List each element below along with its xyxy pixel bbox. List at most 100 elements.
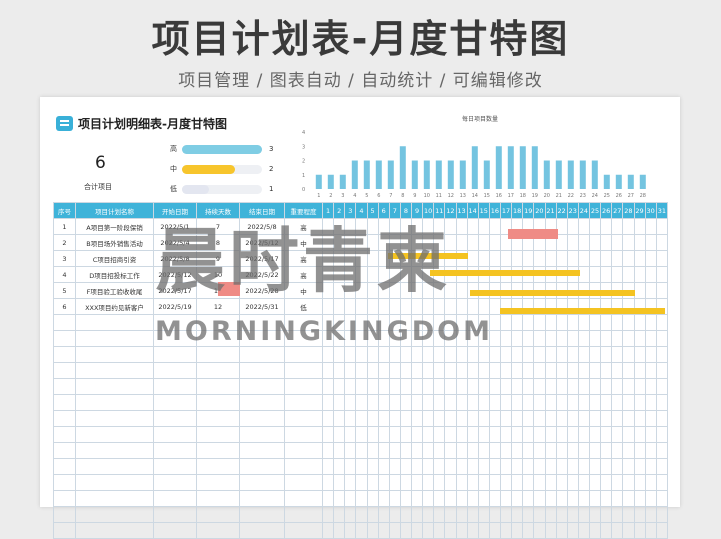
empty-cell [388, 378, 401, 395]
empty-cell [566, 474, 579, 491]
empty-cell [355, 394, 368, 411]
y-tick-label: 2 [302, 159, 305, 165]
empty-cell [284, 346, 323, 363]
empty-cell [511, 410, 524, 427]
empty-cell [239, 490, 285, 507]
day-cell [633, 266, 646, 283]
empty-cell [196, 506, 240, 523]
chart-bar [447, 160, 454, 189]
empty-cell [433, 474, 446, 491]
empty-cell [284, 410, 323, 427]
day-cell [522, 250, 535, 267]
x-tick-label: 12 [448, 193, 454, 199]
chart-bar [423, 160, 430, 189]
day-header: 11 [433, 202, 446, 219]
empty-cell [511, 490, 524, 507]
empty-cell [522, 426, 535, 443]
empty-cell [600, 362, 613, 379]
empty-cell [399, 410, 413, 427]
empty-cell [422, 394, 435, 411]
empty-cell [284, 522, 323, 539]
empty-cell [555, 490, 568, 507]
day-cell [644, 250, 657, 267]
empty-cell [533, 346, 546, 363]
empty-cell [466, 362, 479, 379]
empty-cell [75, 346, 154, 363]
empty-cell [444, 506, 457, 523]
empty-cell [53, 410, 76, 427]
empty-cell [577, 378, 591, 395]
day-header: 18 [511, 202, 524, 219]
watermark-accent [508, 229, 558, 239]
day-header: 28 [622, 202, 635, 219]
empty-cell [321, 426, 335, 443]
table-cell: 4 [53, 266, 76, 283]
watermark-bar [500, 308, 665, 314]
empty-cell [499, 490, 513, 507]
empty-cell [577, 362, 591, 379]
empty-cell [488, 474, 502, 491]
empty-cell [321, 394, 335, 411]
empty-cell [333, 426, 346, 443]
empty-cell [53, 490, 76, 507]
empty-cell [488, 410, 502, 427]
empty-cell [455, 362, 468, 379]
empty-cell [522, 442, 535, 459]
empty-cell [477, 362, 490, 379]
day-cell [655, 234, 669, 251]
empty-cell [544, 458, 557, 475]
empty-cell [644, 330, 657, 347]
empty-cell [344, 362, 357, 379]
empty-cell [522, 490, 535, 507]
empty-cell [499, 426, 513, 443]
empty-cell [600, 410, 613, 427]
empty-cell [566, 522, 579, 539]
empty-cell [321, 474, 335, 491]
empty-cell [655, 362, 669, 379]
day-cell [455, 234, 468, 251]
empty-cell [644, 346, 657, 363]
empty-cell [477, 394, 490, 411]
empty-cell [566, 426, 579, 443]
chart-bar [495, 146, 502, 189]
empty-cell [410, 506, 424, 523]
x-tick-label: 3 [341, 193, 344, 199]
empty-cell [422, 490, 435, 507]
empty-cell [75, 442, 154, 459]
empty-cell [377, 346, 390, 363]
empty-cell [588, 314, 602, 331]
empty-cell [611, 522, 624, 539]
empty-cell [399, 474, 413, 491]
empty-row [53, 426, 669, 443]
empty-cell [488, 426, 502, 443]
priority-track-high [182, 144, 262, 154]
empty-cell [499, 314, 513, 331]
empty-cell [455, 346, 468, 363]
column-header: 项目计划名称 [75, 202, 154, 219]
empty-cell [444, 522, 457, 539]
x-tick-label: 2 [329, 193, 332, 199]
empty-cell [239, 378, 285, 395]
day-cell [511, 250, 524, 267]
empty-cell [366, 362, 379, 379]
empty-cell [239, 474, 285, 491]
chart-bar [375, 160, 382, 189]
x-tick-label: 21 [556, 193, 562, 199]
day-cell [644, 282, 657, 299]
empty-cell [544, 474, 557, 491]
empty-cell [321, 346, 335, 363]
empty-cell [366, 442, 379, 459]
chart-bar [387, 160, 394, 189]
empty-cell [196, 490, 240, 507]
empty-cell [566, 346, 579, 363]
empty-cell [555, 330, 568, 347]
empty-cell [566, 314, 579, 331]
empty-cell [153, 426, 197, 443]
empty-cell [355, 490, 368, 507]
empty-cell [422, 522, 435, 539]
chart-bar [627, 174, 634, 189]
empty-cell [366, 394, 379, 411]
x-tick-label: 20 [544, 193, 550, 199]
empty-cell [377, 362, 390, 379]
day-cell [633, 282, 646, 299]
